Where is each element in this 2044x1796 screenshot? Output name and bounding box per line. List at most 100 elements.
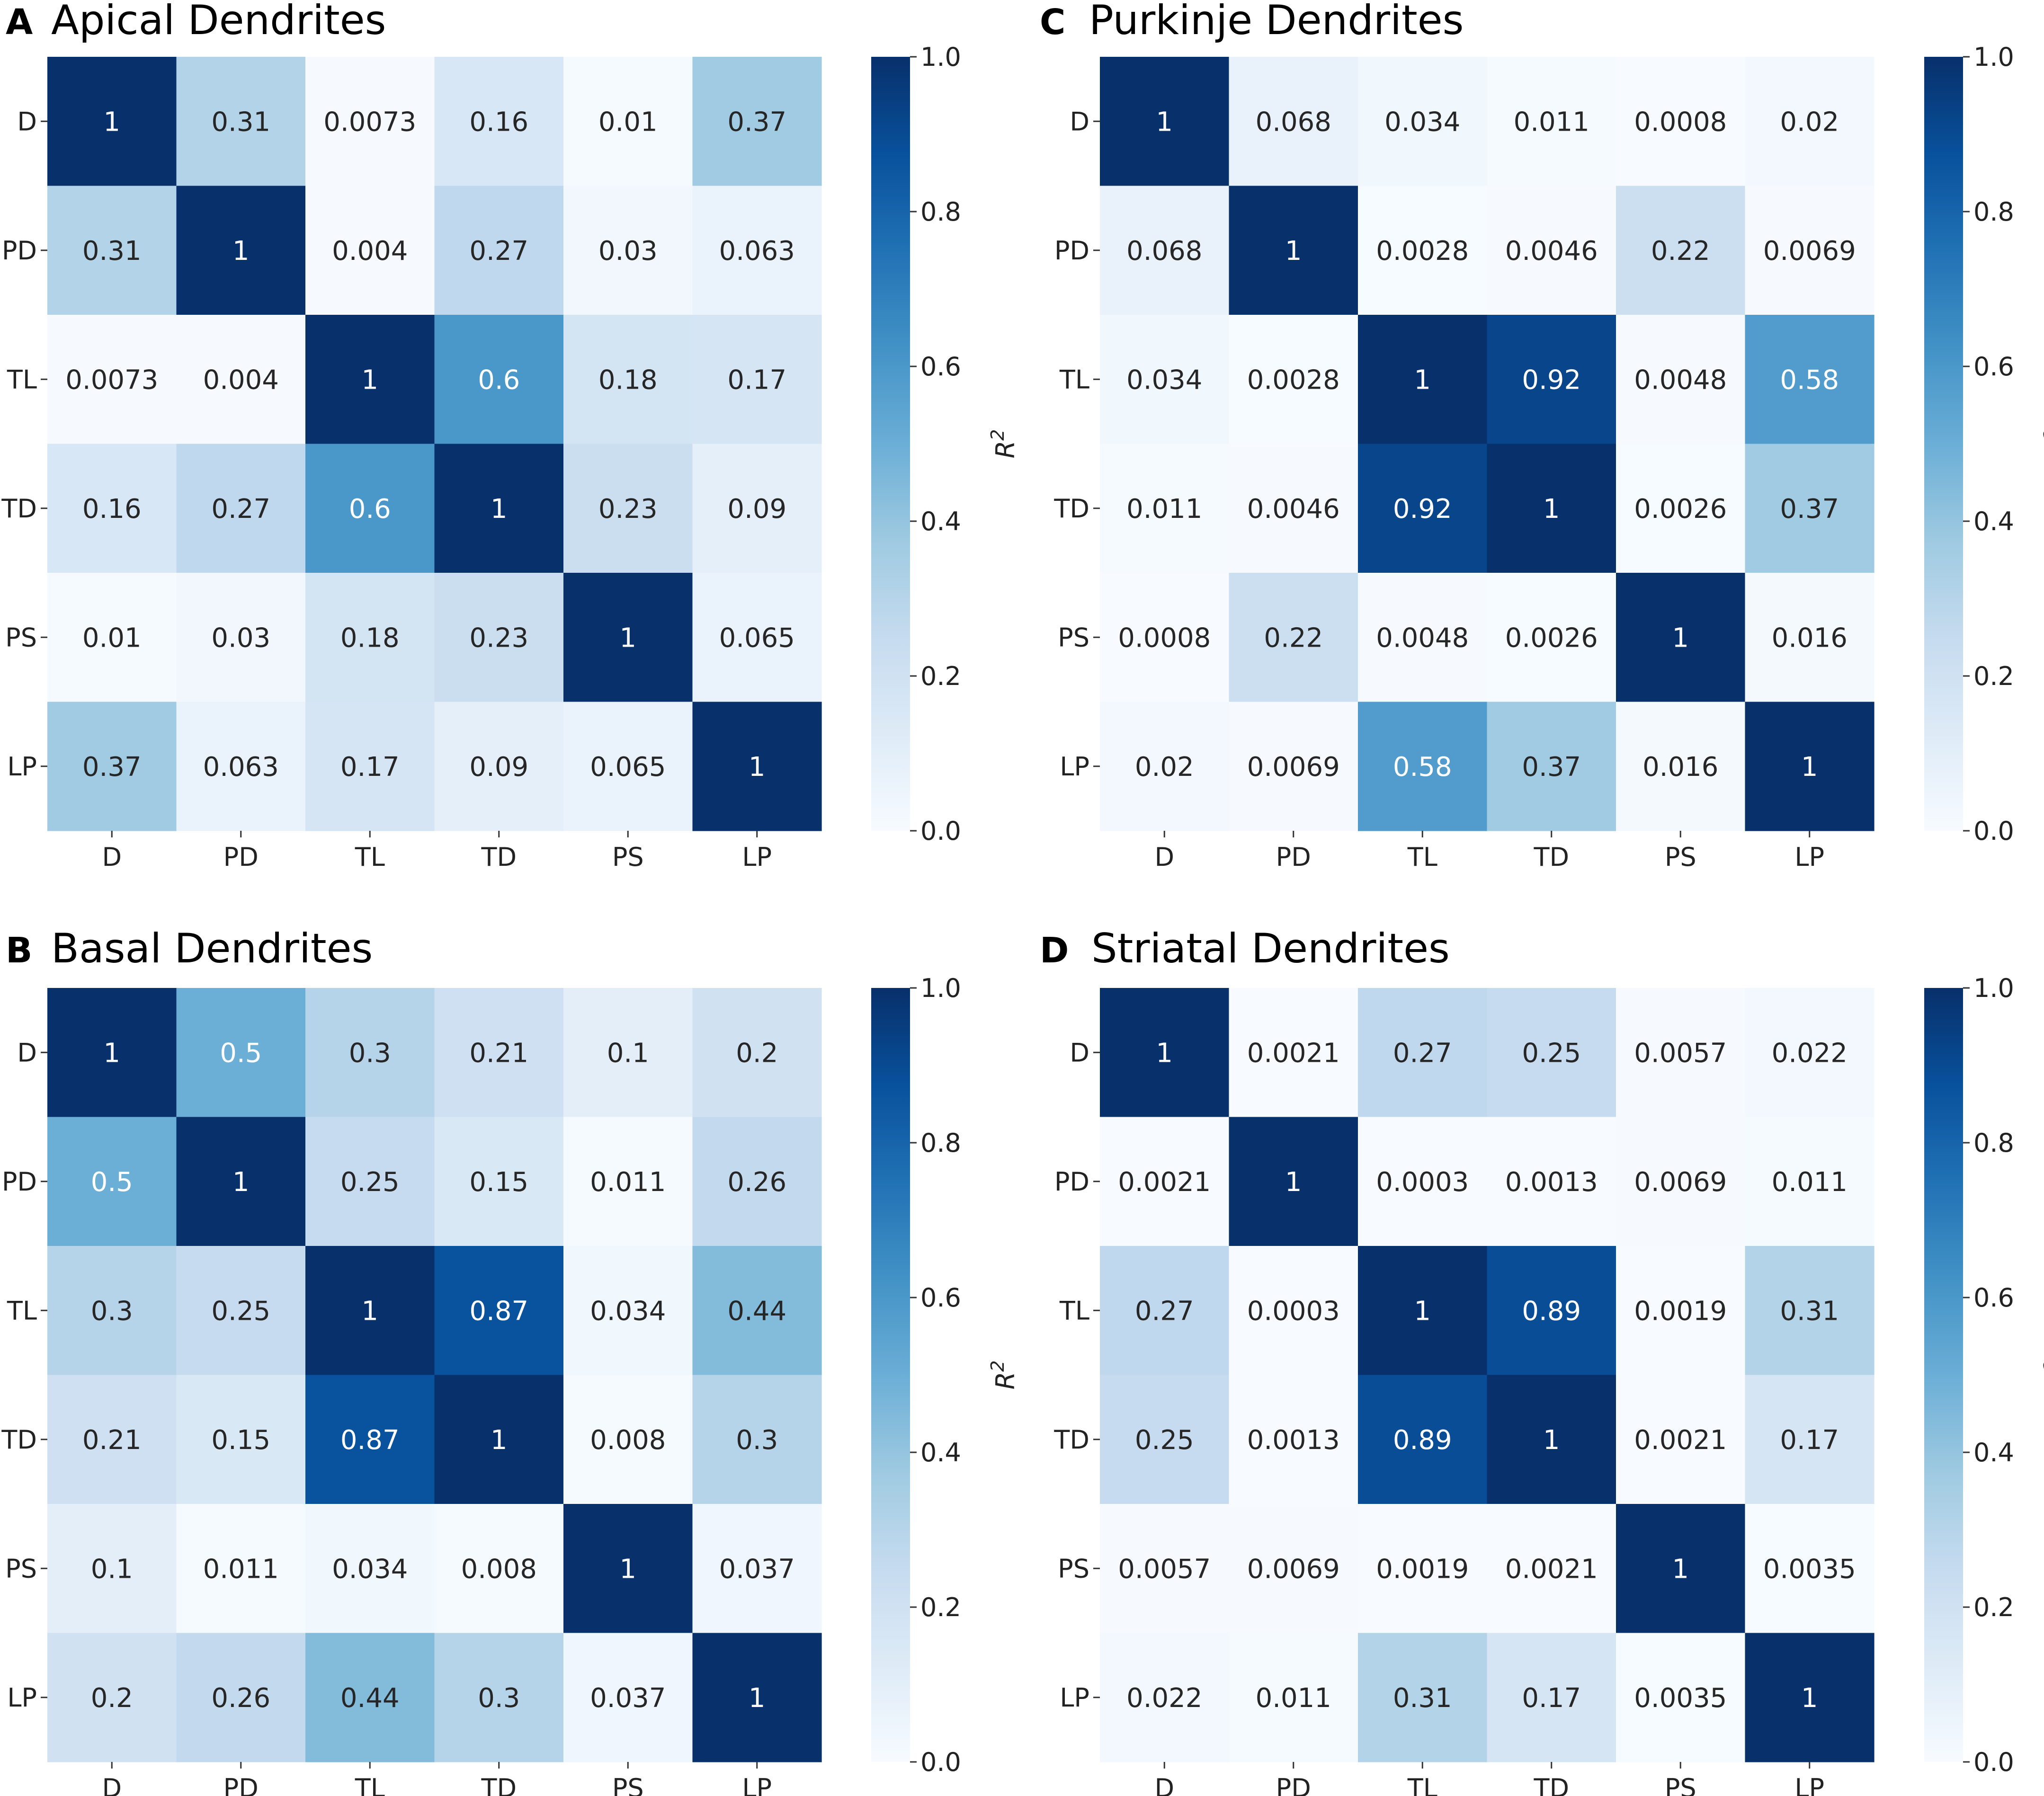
heatmap-cell [1358,1504,1488,1634]
cell-value-label: 0.03 [211,622,270,653]
heatmap-cell [1229,573,1358,702]
heatmap-cell [1229,1504,1358,1634]
y-tick-label: PD [2,1167,37,1197]
cell-value-label: 0.0057 [1118,1554,1211,1584]
heatmap-cell [1487,988,1616,1118]
y-tick-label: PS [1058,1554,1089,1583]
x-tick-label: LP [1794,1773,1824,1796]
cell-value-label: 0.063 [203,752,279,782]
cell-value-label: 0.27 [1135,1296,1194,1326]
heatmap-cell [563,57,693,187]
cell-value-label: 1 [1801,752,1818,782]
colorbar-tick-label: 0.0 [1973,1747,2014,1777]
colorbar-tick-label: 0.8 [920,197,961,227]
colorbar-title: R2 [987,429,1020,459]
cell-value-label: 0.89 [1522,1296,1581,1326]
heatmap-cell [692,1504,822,1634]
x-tick-label: TL [355,842,385,872]
heatmap-cell [305,1375,435,1504]
heatmap-cell [1616,702,1746,831]
heatmap-cell [692,1246,822,1376]
cell-value-label: 0.1 [607,1038,649,1068]
cell-value-label: 0.0003 [1247,1296,1340,1326]
x-tick-label: TL [1407,1773,1437,1796]
y-tick-label: D [1070,107,1089,136]
heatmap-cell [563,1504,693,1634]
colorbar-tick-label: 0.6 [920,352,961,382]
y-tick-label: TD [1,494,37,524]
cell-value-label: 0.2 [736,1038,778,1068]
cell-value-label: 0.3 [478,1683,520,1714]
heatmap-cell [305,702,435,831]
heatmap-cell [1229,186,1358,315]
cell-value-label: 0.22 [1651,236,1710,267]
cell-value-label: 1 [1285,236,1302,267]
y-tick-label: LP [7,752,37,782]
colorbar-tick-label: 1.0 [920,42,961,72]
cell-value-label: 0.27 [1393,1038,1452,1068]
colorbar-tick-label: 0.2 [920,1592,961,1622]
cell-value-label: 1 [361,1296,378,1326]
cell-value-label: 0.21 [469,1038,528,1068]
cell-value-label: 0.21 [82,1425,142,1456]
cell-value-label: 0.0026 [1505,622,1598,653]
cell-value-label: 0.034 [332,1554,408,1584]
cell-value-label: 0.09 [727,494,786,525]
y-tick-label: LP [1060,1683,1089,1713]
heatmap-cell [1487,1633,1616,1762]
heatmap-cell [1100,1375,1230,1504]
heatmap-cell [305,444,435,573]
cell-value-label: 0.3 [736,1425,778,1456]
colorbar-tick-label: 0.8 [920,1128,961,1158]
heatmap-cell [1487,702,1616,831]
colorbar-title-superscript: 2 [2040,429,2044,441]
cell-value-label: 0.011 [590,1167,666,1198]
heatmap-cell [47,444,177,573]
heatmap-cell [1745,1504,1874,1634]
heatmap-cell [305,1633,435,1762]
heatmap-cell [563,186,693,315]
x-tick-label: PD [223,1773,259,1796]
cell-value-label: 0.44 [340,1683,400,1714]
colorbar-title: R2 [987,1360,1020,1390]
colorbar-tick-label: 0.6 [920,1283,961,1313]
heatmap-cell [1100,186,1230,315]
heatmap-cell [563,315,693,445]
cell-value-label: 0.011 [1126,494,1202,525]
cell-value-label: 0.25 [1522,1038,1581,1068]
heatmap-cell [1745,702,1874,831]
heatmap-cell [692,186,822,315]
colorbar-title: R2 [2040,429,2044,459]
x-tick-label: TL [1407,842,1437,872]
heatmap-cell [1358,315,1488,445]
cell-value-label: 0.44 [727,1296,786,1326]
heatmap-cell [1745,1375,1874,1504]
cell-value-label: 0.2 [91,1683,133,1714]
y-tick-label: TL [1059,1296,1089,1325]
x-tick-label: TL [355,1773,385,1796]
cell-value-label: 0.0048 [1634,365,1727,395]
heatmap-cell [434,1117,564,1246]
heatmap-cell [1100,1504,1230,1634]
colorbar-tick-label: 0.4 [920,1438,961,1467]
cell-value-label: 0.25 [211,1296,270,1326]
heatmap-cell [1358,1246,1488,1376]
heatmap-cell [1100,988,1230,1118]
heatmap-cell [692,988,822,1118]
heatmap-cell [47,315,177,445]
cell-value-label: 0.23 [469,622,528,653]
heatmap-cell [692,1375,822,1504]
heatmap-cell [1745,573,1874,702]
heatmap-cell [176,444,306,573]
x-tick-label: PS [612,842,644,872]
heatmap-cell [1616,1246,1746,1376]
x-tick-label: D [102,1773,122,1796]
y-tick-label: TL [7,365,37,394]
x-tick-label: TD [1533,842,1569,872]
x-tick-label: TD [481,842,517,872]
panel-title: Basal Dendrites [51,925,373,972]
x-tick-label: LP [1794,842,1824,872]
heatmap-cell [692,1633,822,1762]
heatmap-cell [1358,1633,1488,1762]
heatmap-cell [47,1504,177,1634]
